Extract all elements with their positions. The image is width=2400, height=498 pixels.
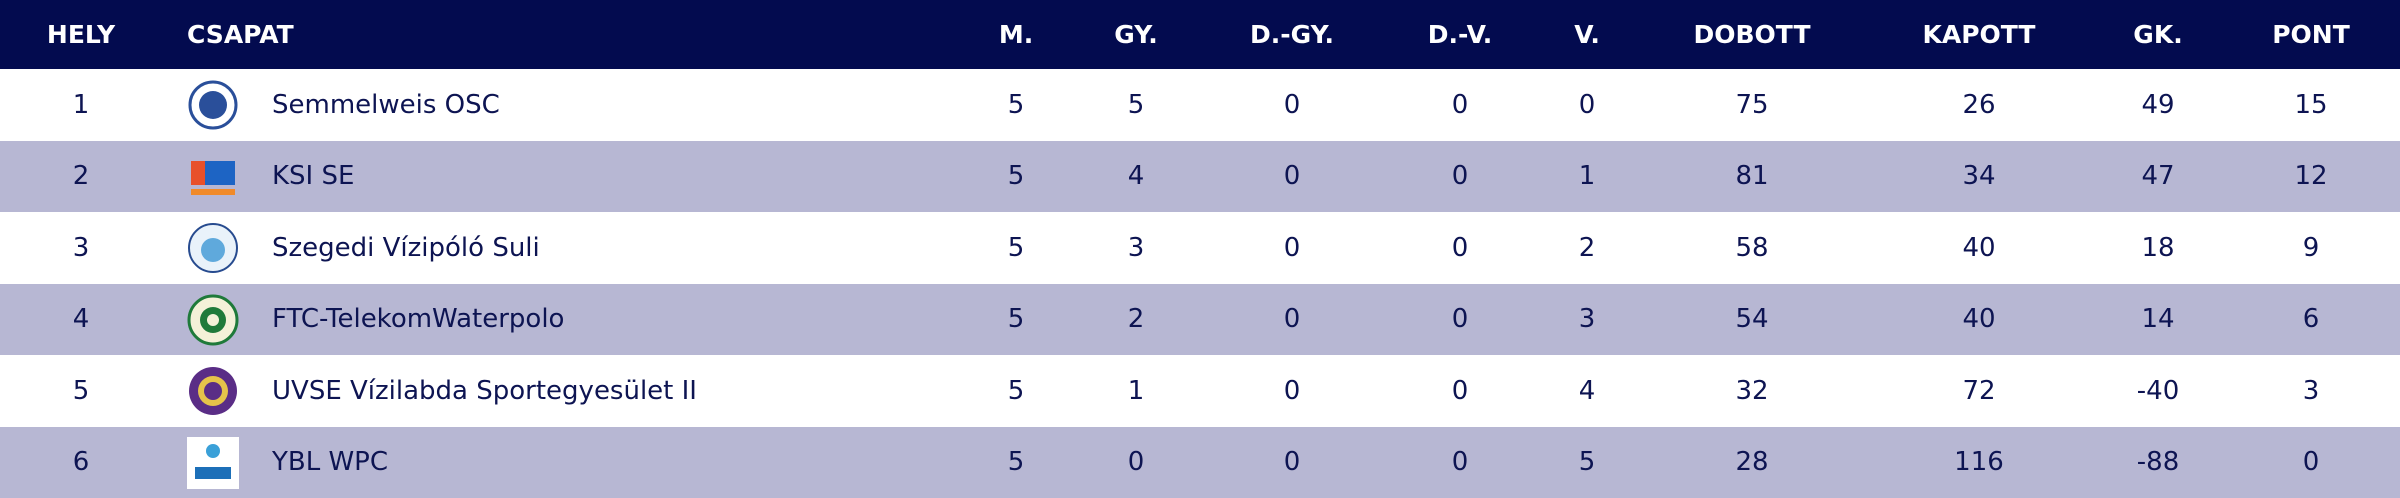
table-cell: 81 — [1735, 161, 1769, 192]
table-cell: 0 — [1283, 304, 1301, 335]
table-cell: 2 — [1127, 304, 1145, 335]
table-cell: 5 — [1578, 447, 1596, 478]
header-cell: D.-V. — [1427, 20, 1493, 49]
table-cell: 4 — [1578, 375, 1596, 406]
table-cell: 40 — [1962, 304, 1996, 335]
table-cell: 116 — [1954, 447, 2004, 478]
table-cell: 0 — [1451, 375, 1469, 406]
table-cell: 2 — [72, 161, 90, 192]
header-cell: CSAPAT — [187, 20, 294, 49]
table-cell: 1 — [1578, 161, 1596, 192]
team-name: UVSE Vízilabda Sportegyesület II — [272, 375, 697, 406]
table-cell: 0 — [1283, 89, 1301, 120]
table-cell: 32 — [1735, 375, 1769, 406]
table-cell: 2 — [1578, 232, 1596, 263]
team-logo — [191, 160, 235, 195]
team-row: 6 YBL WPC 5 0 0 0 5 28 116 -88 0 — [0, 426, 2400, 498]
team-row: 3 Szegedi Vízipóló Suli 5 3 0 0 2 58 40 18 9 — [0, 212, 2400, 284]
table-cell: 75 — [1735, 89, 1769, 120]
table-cell: 5 — [1007, 304, 1025, 335]
table-cell: 0 — [1283, 375, 1301, 406]
team-row: 2 KSI SE 5 4 0 0 1 81 34 47 12 — [0, 140, 2400, 212]
team-logo — [187, 294, 239, 345]
table-cell: 3 — [72, 232, 90, 263]
table-cell: -40 — [2136, 375, 2180, 406]
table-cell: 5 — [72, 375, 90, 406]
table-cell: 49 — [2141, 89, 2175, 120]
table-cell: 0 — [1283, 447, 1301, 478]
header-cell: PONT — [2272, 20, 2350, 49]
team-logo — [188, 80, 238, 130]
table-cell: 4 — [1127, 161, 1145, 192]
table-cell: 12 — [2294, 161, 2328, 192]
team-name: KSI SE — [272, 161, 355, 192]
header-cell: M. — [998, 20, 1034, 49]
table-cell: 0 — [1127, 447, 1145, 478]
table-cell: 5 — [1127, 89, 1145, 120]
table-cell: 72 — [1962, 375, 1996, 406]
table-cell: 26 — [1962, 89, 1996, 120]
table-cell: 5 — [1007, 161, 1025, 192]
table-cell: 47 — [2141, 161, 2175, 192]
table-cell: 4 — [72, 304, 90, 335]
team-name: YBL WPC — [272, 447, 389, 478]
table-cell: 54 — [1735, 304, 1769, 335]
header-cell: D.-GY. — [1249, 20, 1335, 49]
table-cell: 1 — [72, 89, 90, 120]
table-cell: 5 — [1007, 232, 1025, 263]
table-cell: 0 — [1451, 447, 1469, 478]
header-cell: HELY — [46, 20, 116, 49]
table-cell: 0 — [1283, 232, 1301, 263]
table-cell: 0 — [2302, 447, 2320, 478]
team-row: 4 FTC-TelekomWaterpolo 5 2 0 0 3 54 40 14 6 — [0, 283, 2400, 355]
table-cell: 5 — [1007, 375, 1025, 406]
table-cell: 0 — [1451, 89, 1469, 120]
table-cell: 5 — [1007, 89, 1025, 120]
table-cell: 0 — [1283, 161, 1301, 192]
table-cell: 15 — [2294, 89, 2328, 120]
team-row: 1 Semmelweis OSC 5 5 0 0 0 75 26 49 15 — [0, 69, 2400, 141]
table-cell: 6 — [2302, 304, 2320, 335]
header-cell: GY. — [1114, 20, 1158, 49]
table-cell: 18 — [2141, 232, 2175, 263]
table-cell: 1 — [1127, 375, 1145, 406]
table-cell: 6 — [72, 447, 90, 478]
header-cell: KAPOTT — [1922, 20, 2036, 49]
table-cell: 58 — [1735, 232, 1769, 263]
table-cell: 0 — [1451, 232, 1469, 263]
table-cell: 0 — [1451, 161, 1469, 192]
table-cell: 3 — [1127, 232, 1145, 263]
table-cell: 40 — [1962, 232, 1996, 263]
table-cell: 0 — [1451, 304, 1469, 335]
header-cell: V. — [1574, 20, 1600, 49]
team-row: 5 UVSE Vízilabda Sportegyesület II 5 1 0 0 4 32… — [0, 355, 2400, 427]
table-cell: 9 — [2302, 232, 2320, 263]
header-cell: GK. — [2133, 20, 2183, 49]
table-cell: 5 — [1007, 447, 1025, 478]
team-logo — [189, 367, 237, 415]
table-cell: 14 — [2141, 304, 2175, 335]
header-row: HELY CSAPAT M. GY. D.-GY. D.-V. V. DOBOT… — [0, 0, 2400, 69]
team-name: FTC-TelekomWaterpolo — [272, 304, 565, 335]
table-cell: 0 — [1578, 89, 1596, 120]
table-cell: 28 — [1735, 447, 1769, 478]
table-cell: 3 — [2302, 375, 2320, 406]
team-logo — [188, 223, 238, 273]
table-cell: 3 — [1578, 304, 1596, 335]
team-name: Semmelweis OSC — [272, 89, 500, 120]
team-logo — [187, 436, 239, 489]
table-cell: 34 — [1962, 161, 1996, 192]
team-name: Szegedi Vízipóló Suli — [272, 232, 540, 263]
header-cell: DOBOTT — [1693, 20, 1811, 49]
table-cell: -88 — [2136, 447, 2180, 478]
